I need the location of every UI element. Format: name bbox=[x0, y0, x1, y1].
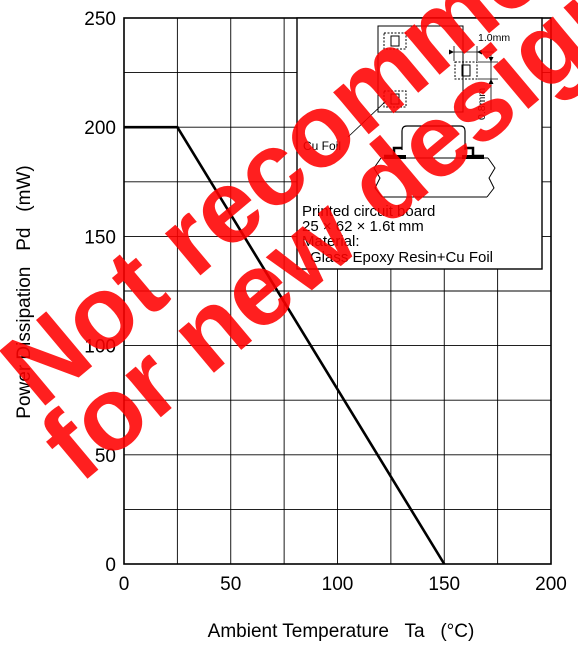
dim-arrow-left bbox=[449, 49, 454, 55]
series-line bbox=[124, 125, 446, 565]
foil-pad-bottom bbox=[383, 90, 407, 108]
y-axis-label: Power Dissipation Pd (mW) bbox=[14, 165, 35, 418]
x-tick-label: 50 bbox=[220, 574, 241, 595]
x-tick-label: 200 bbox=[535, 574, 567, 595]
cu-foil-leader bbox=[347, 100, 387, 138]
foil-chip-right bbox=[461, 64, 471, 77]
board-description-line2: 25 × 62 × 1.6t mm bbox=[302, 218, 424, 235]
foil-pad-top bbox=[383, 32, 407, 50]
x-tick-labels: 0 50 100 150 200 bbox=[119, 574, 567, 595]
dim-arrow-right bbox=[477, 49, 482, 55]
series-layer bbox=[124, 125, 446, 565]
y-tick-label: 250 bbox=[84, 9, 116, 30]
x-tick-label: 100 bbox=[322, 574, 354, 595]
y-tick-label: 50 bbox=[95, 446, 116, 467]
foil-chip-bottom bbox=[390, 93, 400, 105]
y-tick-label: 200 bbox=[84, 118, 116, 139]
package-side-view bbox=[373, 125, 496, 198]
y-tick-label: 100 bbox=[84, 337, 116, 358]
pcb-inset: 1.0mm 0.8mm Cu Foil Printed circuit boar… bbox=[296, 17, 543, 270]
material-value: Glass Epoxy Resin+Cu Foil bbox=[310, 249, 493, 266]
foil-pad-right bbox=[454, 61, 478, 80]
board-description-line1: Printed circuit board bbox=[302, 203, 435, 220]
y-tick-label: 0 bbox=[105, 555, 116, 576]
y-tick-label: 150 bbox=[84, 227, 116, 248]
dim-height-label: 0.8mm bbox=[476, 88, 488, 120]
cu-foil-label: Cu Foil bbox=[303, 139, 341, 153]
foil-chip-top bbox=[390, 35, 400, 47]
x-tick-label: 150 bbox=[428, 574, 460, 595]
x-axis-label: Ambient Temperature Ta (°C) bbox=[208, 621, 475, 642]
dim-width-label: 1.0mm bbox=[478, 32, 510, 44]
dim-arrow-up bbox=[488, 57, 494, 62]
dim-arrow-down bbox=[488, 79, 494, 84]
y-tick-labels: 0 50 100 150 200 250 bbox=[84, 9, 116, 576]
material-label: Material: bbox=[302, 233, 360, 250]
board-outline bbox=[377, 25, 464, 113]
x-tick-label: 0 bbox=[119, 574, 130, 595]
inset-frame bbox=[296, 17, 543, 270]
